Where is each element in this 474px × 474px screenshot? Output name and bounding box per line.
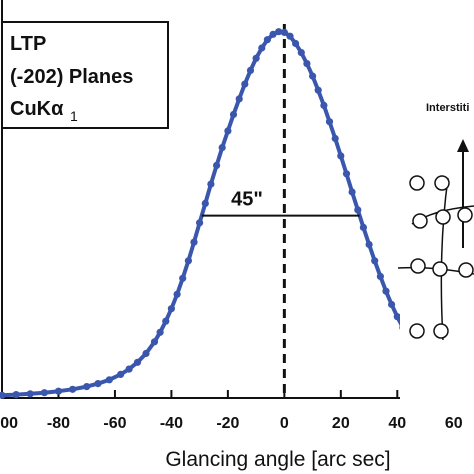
data-point bbox=[162, 317, 170, 325]
data-point bbox=[348, 188, 356, 196]
legend-line-1: LTP bbox=[10, 33, 46, 55]
data-point bbox=[331, 134, 339, 143]
lattice-atom bbox=[434, 175, 450, 191]
data-point bbox=[196, 219, 204, 227]
data-point bbox=[263, 36, 271, 44]
lattice-atoms bbox=[409, 175, 474, 339]
legend-subscript: 1 bbox=[70, 108, 78, 124]
data-point bbox=[325, 118, 334, 126]
data-point bbox=[286, 32, 294, 40]
lattice-atom bbox=[432, 261, 448, 277]
annotation-layer: 45" bbox=[201, 189, 360, 217]
x-tick-label: -80 bbox=[47, 415, 70, 432]
legend-line-2: (-202) Planes bbox=[10, 66, 133, 88]
lattice-atom bbox=[409, 323, 425, 339]
data-point bbox=[179, 274, 187, 282]
data-point bbox=[337, 152, 345, 160]
x-axis-title: Glancing angle [arc sec] bbox=[165, 448, 390, 471]
data-point bbox=[297, 49, 305, 57]
inset-title: Interstiti bbox=[426, 102, 469, 114]
lattice-atom bbox=[433, 323, 449, 339]
x-tick-label: -100 bbox=[0, 415, 18, 432]
legend-frame bbox=[1, 21, 169, 129]
x-tick-label: -20 bbox=[216, 415, 239, 432]
lattice-atom bbox=[435, 209, 451, 225]
data-point bbox=[213, 161, 221, 169]
data-point bbox=[320, 101, 328, 109]
data-point bbox=[354, 206, 362, 214]
inset-backdrop bbox=[400, 86, 474, 404]
data-point bbox=[156, 328, 164, 336]
data-point bbox=[314, 86, 322, 94]
data-point bbox=[252, 54, 260, 62]
data-point bbox=[105, 376, 113, 384]
fwhm-label: 45" bbox=[231, 189, 263, 211]
data-point bbox=[125, 365, 133, 373]
data-point bbox=[54, 387, 63, 395]
data-point bbox=[207, 180, 215, 188]
lattice-atom bbox=[409, 175, 425, 191]
data-point bbox=[26, 390, 34, 398]
data-point bbox=[258, 44, 266, 52]
x-tick-label: 60 bbox=[445, 415, 463, 432]
data-point bbox=[382, 287, 390, 295]
lattice-atom bbox=[412, 213, 428, 229]
x-tick-label: 40 bbox=[388, 415, 406, 432]
data-point bbox=[235, 95, 243, 103]
data-point bbox=[83, 383, 91, 391]
data-point bbox=[218, 144, 226, 152]
axes-layer bbox=[1, 0, 474, 399]
data-point bbox=[292, 39, 300, 48]
data-point bbox=[201, 199, 209, 207]
data-point bbox=[303, 60, 311, 68]
data-point bbox=[388, 300, 396, 309]
data-point bbox=[241, 80, 249, 88]
x-tick-label: -40 bbox=[160, 415, 183, 432]
data-point bbox=[359, 223, 367, 231]
data-point bbox=[40, 389, 49, 397]
plot-frame bbox=[1, 0, 474, 399]
data-point bbox=[142, 349, 150, 358]
data-point bbox=[167, 305, 175, 313]
lattice-atom bbox=[458, 262, 474, 278]
data-point bbox=[0, 391, 6, 399]
data-point bbox=[309, 72, 317, 80]
data-point bbox=[12, 391, 20, 399]
x-ticks-layer: -100 -80 -60 -40 -20 0 20 40 60 bbox=[0, 390, 463, 432]
x-tick-label: 0 bbox=[280, 415, 289, 432]
data-point bbox=[376, 272, 384, 280]
data-point bbox=[173, 290, 181, 298]
data-point bbox=[342, 170, 351, 178]
legend-box: LTP (-202) Planes CuKα 1 bbox=[1, 21, 169, 129]
data-point bbox=[69, 385, 77, 393]
data-point bbox=[365, 240, 373, 249]
lattice-inset: Interstiti bbox=[397, 86, 474, 404]
data-point bbox=[133, 358, 142, 366]
data-point bbox=[280, 28, 288, 36]
data-point bbox=[229, 110, 238, 119]
legend-line-3: CuKα bbox=[10, 98, 64, 120]
data-point bbox=[190, 238, 198, 246]
data-point bbox=[393, 313, 401, 321]
data-point bbox=[269, 30, 277, 38]
data-point bbox=[224, 127, 232, 135]
data-point bbox=[371, 257, 379, 265]
lattice-atom bbox=[457, 207, 473, 223]
lattice-curve-vertical bbox=[440, 177, 449, 341]
lattice-atom bbox=[410, 258, 426, 274]
x-tick-label: -60 bbox=[103, 415, 126, 432]
lattice-arrow-icon bbox=[457, 139, 469, 248]
data-point bbox=[275, 28, 283, 36]
x-tick-label: 20 bbox=[332, 415, 350, 432]
data-point bbox=[94, 380, 102, 388]
data-point bbox=[246, 66, 255, 74]
data-point bbox=[150, 338, 159, 346]
data-point bbox=[184, 257, 192, 265]
data-point bbox=[117, 370, 125, 378]
